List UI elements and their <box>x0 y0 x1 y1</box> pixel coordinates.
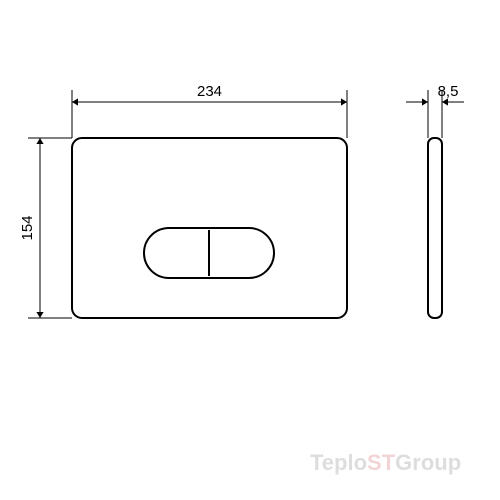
arrowhead <box>422 98 428 105</box>
width-dim-text: 234 <box>197 83 222 100</box>
height-dim-text: 154 <box>19 215 36 240</box>
arrowhead <box>72 98 78 105</box>
arrowhead <box>36 138 43 144</box>
thickness-dim-text: 8,5 <box>438 83 459 100</box>
arrowhead <box>341 98 347 105</box>
watermark: TeploSTGroup <box>310 450 461 475</box>
arrowhead <box>36 312 43 318</box>
side-profile <box>428 138 442 318</box>
